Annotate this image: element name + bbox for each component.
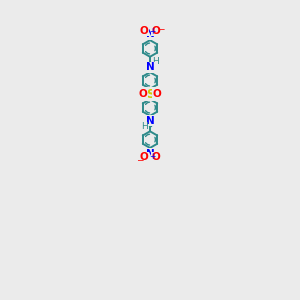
Text: O: O	[140, 152, 148, 162]
Text: +: +	[149, 27, 155, 36]
Text: S: S	[146, 88, 154, 100]
Text: H: H	[152, 57, 159, 66]
Text: N: N	[146, 29, 154, 39]
Text: −: −	[157, 24, 164, 33]
Text: N: N	[146, 116, 154, 126]
Text: +: +	[149, 152, 155, 161]
Text: O: O	[152, 26, 160, 36]
Text: N: N	[146, 62, 154, 72]
Text: N: N	[146, 149, 154, 159]
Text: O: O	[139, 89, 147, 99]
Text: −: −	[136, 155, 143, 164]
Text: O: O	[140, 26, 148, 36]
Text: O: O	[152, 152, 160, 162]
Text: H: H	[141, 122, 148, 131]
Text: O: O	[153, 89, 161, 99]
